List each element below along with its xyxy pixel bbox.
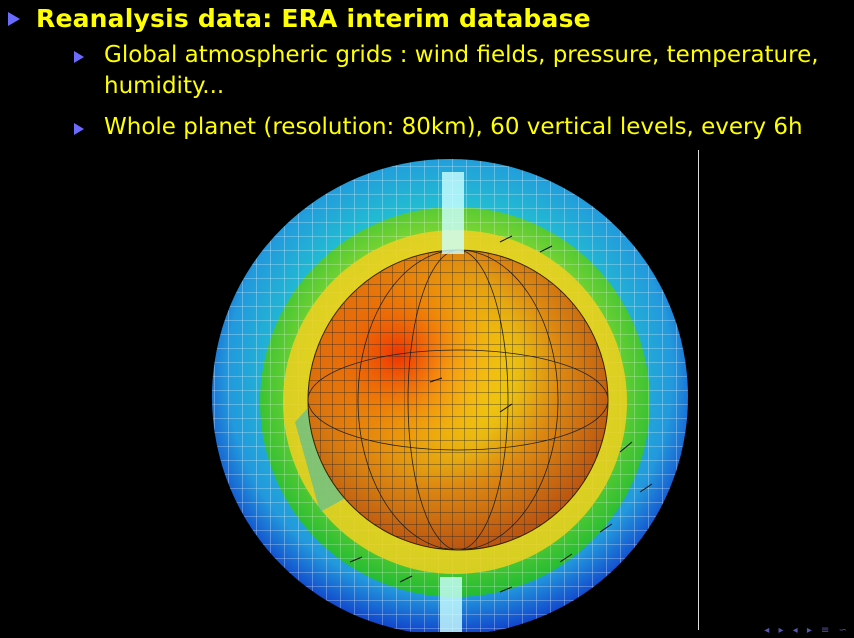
wind-vectors [349, 235, 653, 593]
bullet-item-2: Whole planet (resolution: 80km), 60 vert… [74, 112, 854, 143]
bullet-item-1: Global atmospheric grids : wind fields, … [74, 40, 854, 102]
bullet-text-2: Whole planet (resolution: 80km), 60 vert… [104, 114, 803, 140]
bullet-triangle-icon [8, 11, 20, 26]
bullet-triangle-icon [74, 123, 84, 135]
bullet-text-1: Global atmospheric grids : wind fields, … [104, 42, 819, 99]
divider-line [698, 150, 699, 630]
beamer-nav-icons[interactable]: ◂ ▸ ◂ ▸ ≡ ∽ [764, 625, 850, 636]
slide-heading: Reanalysis data: ERA interim database [8, 4, 591, 33]
heading-text: Reanalysis data: ERA interim database [36, 4, 591, 33]
earth-core-sphere [307, 249, 609, 551]
bullet-triangle-icon [74, 51, 84, 63]
atmosphere-globe-figure [212, 159, 688, 632]
